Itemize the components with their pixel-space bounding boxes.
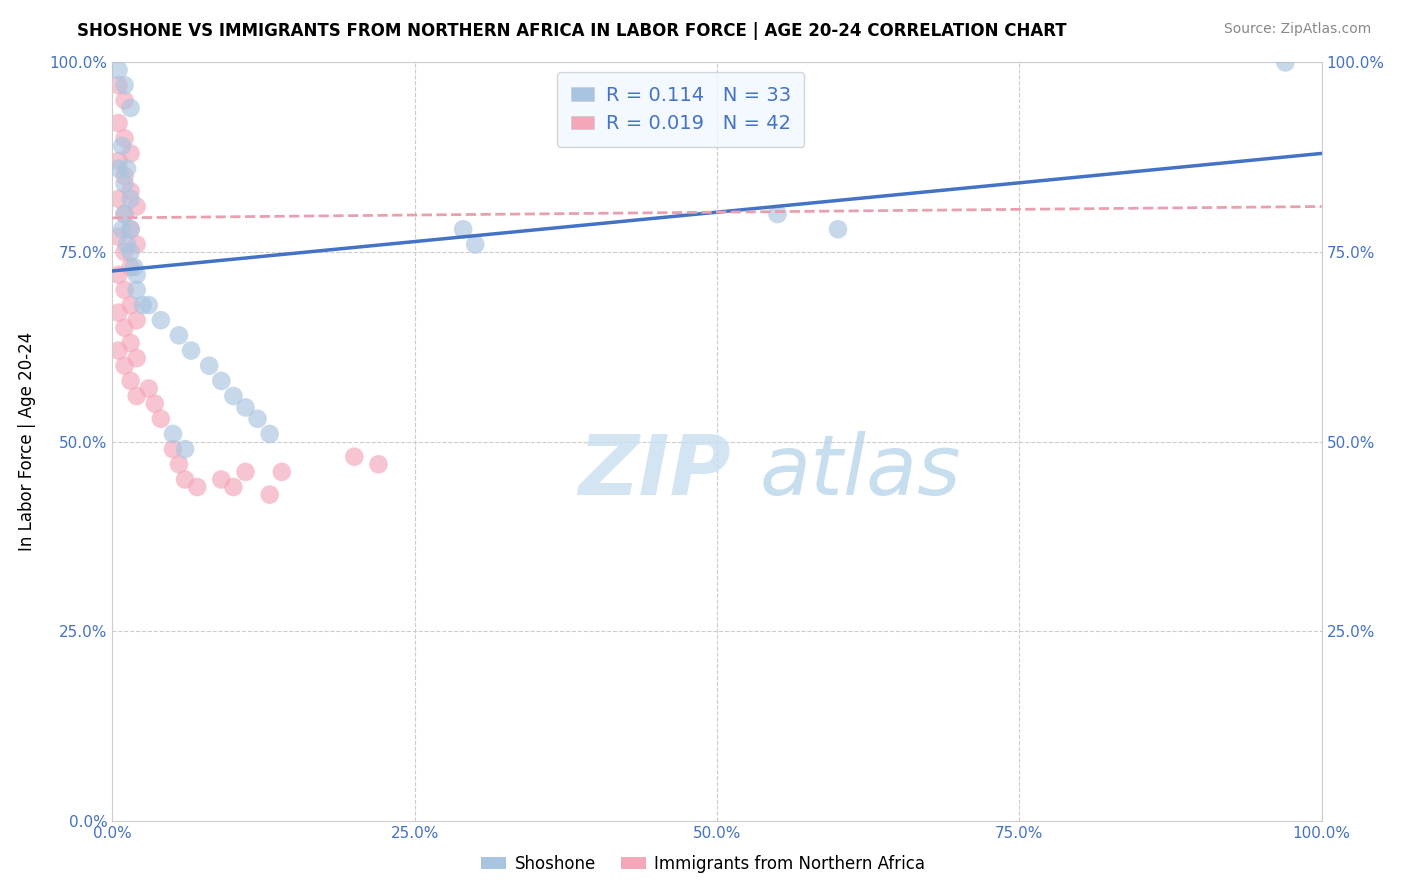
Point [125, 389, 148, 403]
Point [827, 222, 849, 236]
Point [120, 260, 142, 275]
Point [114, 94, 136, 108]
Point [125, 313, 148, 327]
Point [162, 442, 184, 457]
Point [464, 237, 486, 252]
Point [115, 237, 138, 252]
Point [111, 138, 134, 153]
Point [120, 244, 142, 259]
Point [125, 351, 148, 366]
Point [120, 192, 142, 206]
Point [167, 328, 190, 343]
Point [114, 320, 136, 334]
Point [143, 396, 166, 410]
Point [111, 222, 134, 236]
Point [107, 78, 129, 92]
Point [209, 374, 232, 388]
Point [138, 382, 160, 396]
Point [125, 199, 148, 213]
Point [107, 229, 129, 244]
Point [167, 458, 190, 472]
Point [209, 473, 232, 487]
Point [107, 343, 129, 358]
Point [120, 184, 142, 198]
Point [766, 207, 789, 221]
Point [1274, 55, 1296, 70]
Point [114, 131, 136, 145]
Point [451, 222, 474, 236]
Point [138, 298, 160, 312]
Point [107, 62, 129, 77]
Point [120, 101, 142, 115]
Point [174, 473, 197, 487]
Point [222, 480, 245, 494]
Point [114, 169, 136, 184]
Point [186, 480, 208, 494]
Point [120, 298, 142, 312]
Point [114, 283, 136, 297]
Point [180, 343, 202, 358]
Text: ZIP: ZIP [578, 432, 731, 512]
Text: Source: ZipAtlas.com: Source: ZipAtlas.com [1223, 22, 1371, 37]
Point [107, 305, 129, 319]
Point [125, 283, 148, 297]
Point [120, 374, 142, 388]
Point [270, 465, 292, 479]
Point [125, 268, 148, 282]
Point [114, 177, 136, 191]
Point [122, 260, 145, 275]
Point [114, 359, 136, 373]
Point [367, 458, 389, 472]
Point [120, 222, 142, 236]
Point [132, 298, 155, 312]
Point [198, 359, 221, 373]
Point [343, 450, 366, 464]
Point [114, 207, 136, 221]
Point [174, 442, 197, 457]
Point [235, 401, 257, 415]
Point [235, 465, 257, 479]
Point [107, 116, 129, 130]
Point [114, 244, 136, 259]
Legend: Shoshone, Immigrants from Northern Africa: Shoshone, Immigrants from Northern Afric… [474, 848, 932, 880]
Point [107, 268, 129, 282]
Y-axis label: In Labor Force | Age 20-24: In Labor Force | Age 20-24 [18, 332, 35, 551]
Point [259, 487, 281, 501]
Point [107, 192, 129, 206]
Point [107, 153, 129, 168]
Point [114, 78, 136, 92]
Point [149, 313, 172, 327]
Point [120, 222, 142, 236]
Legend: R = 0.114   N = 33, R = 0.019   N = 42: R = 0.114 N = 33, R = 0.019 N = 42 [557, 72, 804, 147]
Point [222, 389, 245, 403]
Point [162, 427, 184, 442]
Text: SHOSHONE VS IMMIGRANTS FROM NORTHERN AFRICA IN LABOR FORCE | AGE 20-24 CORRELATI: SHOSHONE VS IMMIGRANTS FROM NORTHERN AFR… [77, 22, 1067, 40]
Point [246, 412, 269, 426]
Point [125, 237, 148, 252]
Point [149, 412, 172, 426]
Text: atlas: atlas [759, 432, 962, 512]
Point [120, 146, 142, 161]
Point [114, 207, 136, 221]
Point [120, 335, 142, 350]
Point [107, 161, 129, 176]
Point [259, 427, 281, 442]
Point [115, 161, 138, 176]
